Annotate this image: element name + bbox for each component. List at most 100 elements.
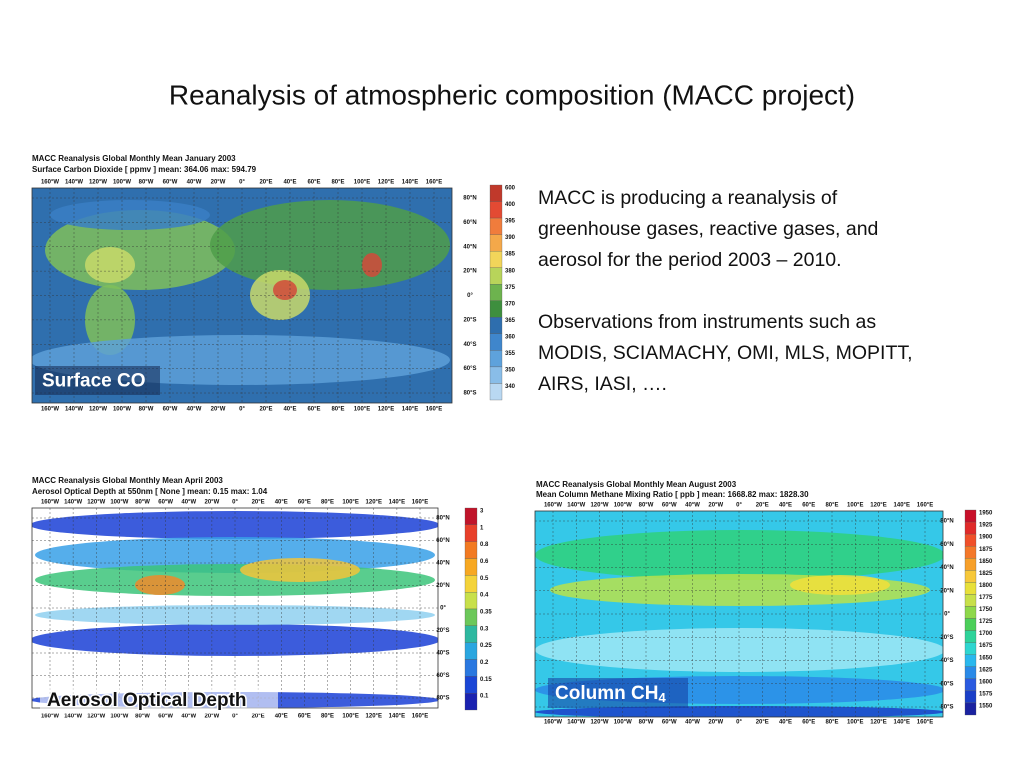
longitude-label: 40°W bbox=[187, 180, 202, 186]
longitude-label: 0° bbox=[232, 500, 238, 506]
latitude-label: 40°N bbox=[436, 561, 449, 567]
map-header: Surface Carbon Dioxide [ ppmv ] mean: 36… bbox=[32, 165, 257, 174]
latitude-label: 80°S bbox=[463, 391, 476, 397]
longitude-label: 100°E bbox=[847, 503, 863, 509]
colorbar-label: 0.5 bbox=[480, 576, 489, 582]
colorbar-label: 600 bbox=[505, 186, 516, 192]
longitude-label: 80°E bbox=[331, 180, 344, 186]
colorbar-swatch bbox=[964, 690, 977, 704]
latitude-label: 0° bbox=[944, 612, 950, 618]
colorbar-label: 0.15 bbox=[480, 677, 492, 683]
colorbar-swatch bbox=[489, 251, 503, 268]
colorbar-label: 0.1 bbox=[480, 694, 489, 700]
longitude-label: 60°W bbox=[158, 500, 173, 506]
longitude-label: 120°E bbox=[378, 407, 394, 413]
colorbar-label: 1900 bbox=[979, 535, 993, 541]
colorbar-swatch bbox=[964, 533, 977, 547]
colorbar-label: 1675 bbox=[979, 643, 993, 649]
body-text-line: MACC is producing a reanalysis of bbox=[538, 187, 838, 209]
longitude-label: 140°E bbox=[389, 714, 405, 720]
map-header: Aerosol Optical Depth at 550nm [ None ] … bbox=[32, 487, 268, 496]
longitude-label: 100°W bbox=[614, 720, 632, 726]
map-field bbox=[535, 511, 943, 717]
longitude-label: 60°E bbox=[298, 500, 311, 506]
colorbar-label: 1625 bbox=[979, 667, 993, 673]
latitude-label: 20°S bbox=[940, 635, 953, 641]
longitude-label: 80°W bbox=[139, 180, 154, 186]
map-region bbox=[35, 605, 435, 625]
slide-title: Reanalysis of atmospheric composition (M… bbox=[169, 79, 855, 110]
longitude-label: 0° bbox=[239, 180, 245, 186]
longitude-label: 120°W bbox=[89, 407, 107, 413]
colorbar-label: 1750 bbox=[979, 607, 993, 613]
map-header: MACC Reanalysis Global Monthly Mean Augu… bbox=[536, 480, 737, 489]
colorbar-swatch bbox=[489, 300, 503, 318]
longitude-label: 20°E bbox=[252, 714, 265, 720]
longitude-label: 140°W bbox=[64, 500, 82, 506]
colorbar-swatch bbox=[464, 524, 478, 542]
caption-text: Aerosol Optical Depth bbox=[47, 690, 247, 711]
map-field bbox=[32, 188, 452, 403]
longitude-label: 60°E bbox=[298, 714, 311, 720]
colorbar-label: 370 bbox=[505, 301, 516, 307]
colorbar-label: 380 bbox=[505, 268, 516, 274]
colorbar-swatch bbox=[489, 217, 503, 235]
longitude-label: 60°W bbox=[662, 720, 677, 726]
colorbar-label: 1775 bbox=[979, 595, 993, 601]
colorbar-label: 0.25 bbox=[480, 643, 492, 649]
colorbar-label: 0.3 bbox=[480, 626, 489, 632]
latitude-label: 60°S bbox=[940, 681, 953, 687]
latitude-label: 80°N bbox=[463, 196, 476, 202]
longitude-label: 20°W bbox=[205, 714, 220, 720]
longitude-label: 40°W bbox=[187, 407, 202, 413]
longitude-label: 140°E bbox=[389, 500, 405, 506]
longitude-label: 100°W bbox=[113, 407, 131, 413]
colorbar-swatch bbox=[464, 541, 478, 559]
longitude-label: 20°E bbox=[259, 180, 272, 186]
longitude-label: 120°E bbox=[366, 500, 382, 506]
longitude-label: 160°W bbox=[41, 180, 59, 186]
longitude-label: 100°W bbox=[110, 714, 128, 720]
longitude-label: 40°W bbox=[181, 500, 196, 506]
longitude-label: 140°W bbox=[64, 714, 82, 720]
longitude-label: 100°W bbox=[113, 180, 131, 186]
map-header: Mean Column Methane Mixing Ratio [ ppb ]… bbox=[536, 490, 809, 499]
colorbar-swatch bbox=[964, 570, 977, 583]
colorbar-swatch bbox=[964, 582, 977, 595]
longitude-label: 60°E bbox=[802, 503, 815, 509]
longitude-label: 20°E bbox=[252, 500, 265, 506]
longitude-label: 60°W bbox=[163, 407, 178, 413]
colorbar-swatch bbox=[964, 521, 977, 535]
longitude-label: 40°E bbox=[283, 407, 296, 413]
map-region bbox=[790, 575, 890, 595]
longitude-label: 80°E bbox=[321, 500, 334, 506]
longitude-label: 140°W bbox=[567, 503, 585, 509]
longitude-label: 80°W bbox=[135, 500, 150, 506]
map-region bbox=[210, 200, 450, 290]
longitude-label: 100°E bbox=[342, 714, 358, 720]
colorbar-label: 1600 bbox=[979, 679, 993, 685]
longitude-label: 20°W bbox=[708, 503, 723, 509]
colorbar-label: 0.35 bbox=[480, 610, 492, 616]
latitude-label: 80°S bbox=[436, 696, 449, 702]
longitude-label: 160°E bbox=[426, 180, 442, 186]
colorbar-label: 1925 bbox=[979, 523, 993, 529]
map-caption: Surface CO bbox=[42, 371, 145, 392]
longitude-label: 160°E bbox=[412, 714, 428, 720]
longitude-label: 40°W bbox=[181, 714, 196, 720]
longitude-label: 140°E bbox=[894, 503, 910, 509]
latitude-label: 20°N bbox=[940, 588, 953, 594]
body-text-line: MODIS, SCIAMACHY, OMI, MLS, MOPITT, bbox=[538, 342, 913, 364]
longitude-label: 120°W bbox=[590, 503, 608, 509]
colorbar-swatch bbox=[464, 676, 478, 694]
longitude-label: 20°W bbox=[205, 500, 220, 506]
colorbar-label: 1700 bbox=[979, 631, 993, 637]
colorbar-label: 0.4 bbox=[480, 593, 489, 599]
latitude-label: 60°S bbox=[436, 673, 449, 679]
longitude-label: 20°E bbox=[756, 503, 769, 509]
longitude-label: 20°E bbox=[756, 720, 769, 726]
latitude-label: 40°S bbox=[940, 658, 953, 664]
longitude-label: 160°E bbox=[917, 720, 933, 726]
body-text-line: Observations from instruments such as bbox=[538, 311, 876, 333]
colorbar-swatch bbox=[464, 693, 478, 711]
